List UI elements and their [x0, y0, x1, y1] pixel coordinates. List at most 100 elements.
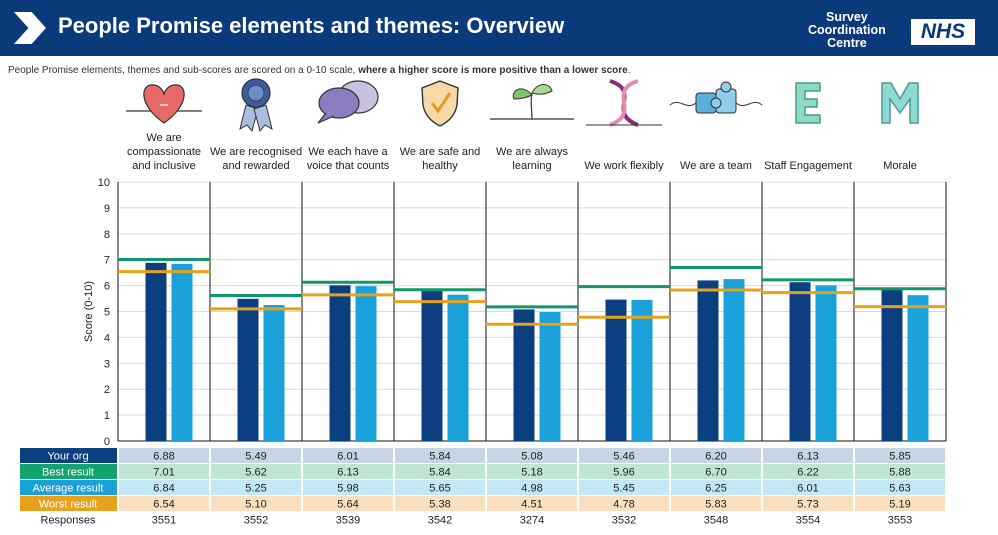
table-cell-bg [763, 464, 853, 479]
table-cell-bg [763, 448, 853, 463]
y-tick-label: 3 [104, 358, 110, 370]
bar-average-result [447, 294, 469, 441]
category-label: learning [512, 160, 551, 172]
row-label-cell [20, 464, 117, 479]
table-cell: 5.64 [337, 499, 358, 511]
table-cell: 3539 [336, 515, 360, 527]
table-cell: 6.01 [797, 483, 818, 495]
puzzle-icon [669, 81, 763, 114]
table-cell: 3532 [612, 515, 636, 527]
table-cell-bg [763, 496, 853, 511]
row-label-cell [20, 496, 117, 511]
row-label: Average result [33, 483, 104, 495]
bar-average-result [631, 299, 653, 441]
table-cell-bg [487, 480, 577, 495]
table-cell: 5.84 [429, 467, 450, 479]
table-cell: 6.22 [797, 467, 818, 479]
table-cell-bg [763, 480, 853, 495]
y-tick-label: 4 [104, 332, 110, 344]
table-cell: 5.84 [429, 451, 450, 463]
bar-average-result [539, 312, 561, 441]
bar-average-result [815, 285, 837, 441]
table-cell: 4.98 [521, 483, 542, 495]
table-cell-bg [487, 464, 577, 479]
table-cell: 5.18 [521, 467, 542, 479]
table-cell-bg [855, 464, 945, 479]
table-cell: 3542 [428, 515, 452, 527]
table-cell-bg [211, 496, 301, 511]
category-label: healthy [422, 160, 458, 172]
y-tick-label: 1 [104, 410, 110, 422]
table-cell: 5.88 [889, 467, 910, 479]
table-cell-bg [671, 448, 761, 463]
bar-your-org [697, 280, 719, 441]
table-cell: 6.20 [705, 451, 726, 463]
y-axis-label: Score (0-10) [83, 281, 95, 342]
category-label: voice that counts [307, 160, 390, 172]
bar-average-result [355, 286, 377, 441]
y-tick-label: 9 [104, 203, 110, 215]
table-cell: 3274 [520, 515, 544, 527]
table-cell-bg [579, 448, 669, 463]
category-label: We are a team [680, 160, 752, 172]
subtitle: People Promise elements, themes and sub-… [8, 65, 631, 76]
table-cell: 3554 [796, 515, 820, 527]
table-cell-bg [487, 496, 577, 511]
table-cell: 5.73 [797, 499, 818, 511]
bar-your-org [329, 285, 351, 441]
table-cell: 5.19 [889, 499, 910, 511]
category-label: We are safe and [400, 146, 481, 158]
bar-average-result [907, 295, 929, 441]
y-tick-label: 5 [104, 307, 110, 319]
table-cell: 5.96 [613, 467, 634, 479]
shield-check-icon [421, 80, 459, 127]
table-cell-bg [855, 480, 945, 495]
speech-bubbles-icon [317, 80, 379, 124]
bar-your-org [237, 298, 259, 441]
table-cell-bg [211, 480, 301, 495]
table-cell: 5.46 [613, 451, 634, 463]
bar-average-result [263, 305, 285, 441]
table-cell: 4.51 [521, 499, 542, 511]
table-cell: 5.25 [245, 483, 266, 495]
y-tick-label: 0 [104, 436, 110, 448]
table-cell: 5.85 [889, 451, 910, 463]
header-bar: People Promise elements and themes: Over… [0, 0, 998, 56]
table-cell: 6.88 [153, 451, 174, 463]
nhs-logo: NHS [911, 19, 975, 45]
table-cell-bg [303, 496, 393, 511]
row-label-cell [20, 448, 117, 463]
bar-your-org [605, 299, 627, 441]
bar-average-result [171, 263, 193, 441]
table-cell-bg [579, 464, 669, 479]
dna-helix-icon [586, 79, 662, 127]
table-cell-bg [579, 480, 669, 495]
table-cell-bg [487, 448, 577, 463]
heart-icon [126, 84, 202, 124]
category-label: compassionate [127, 146, 201, 158]
y-tick-label: 2 [104, 384, 110, 396]
row-label: Worst result [39, 499, 97, 511]
table-cell-bg [395, 448, 485, 463]
table-cell-bg [119, 464, 209, 479]
category-label: and inclusive [132, 160, 196, 172]
category-label: Morale [883, 160, 917, 172]
table-cell-bg [303, 480, 393, 495]
table-cell-bg [303, 448, 393, 463]
page-title: People Promise elements and themes: Over… [58, 13, 565, 38]
table-cell: 5.38 [429, 499, 450, 511]
rosette-icon [239, 78, 273, 133]
table-cell-bg [211, 448, 301, 463]
table-cell: 4.78 [613, 499, 634, 511]
letter-e-icon [795, 82, 821, 124]
table-cell: 5.98 [337, 483, 358, 495]
table-cell-bg [395, 480, 485, 495]
bar-your-org [789, 282, 811, 441]
survey-coordination-centre-logo: Survey Coordination Centre [808, 10, 886, 50]
row-label-cell [20, 480, 117, 495]
table-cell: 6.01 [337, 451, 358, 463]
table-cell-bg [671, 496, 761, 511]
table-cell-bg [395, 464, 485, 479]
table-cell-bg [119, 496, 209, 511]
